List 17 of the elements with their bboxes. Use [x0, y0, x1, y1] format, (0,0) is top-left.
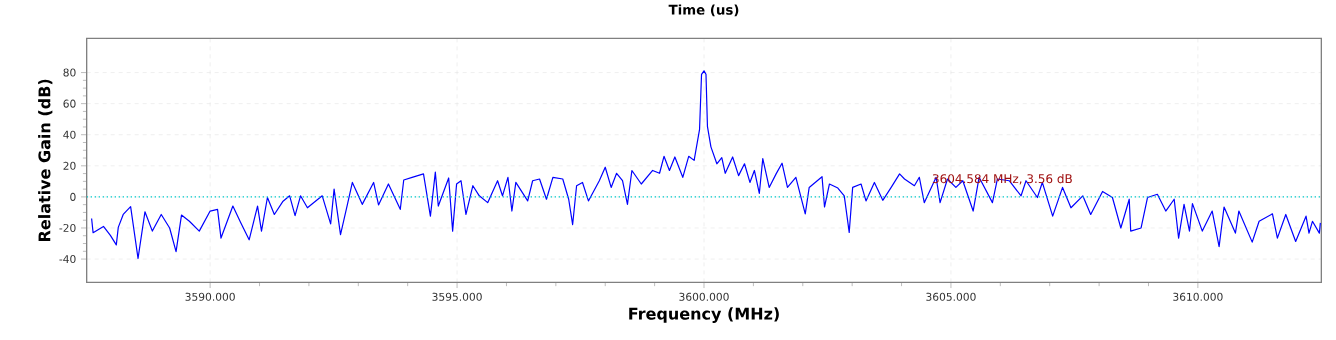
x-tick-label: 3600.000 — [679, 292, 729, 301]
y-tick-label: -40 — [59, 254, 76, 263]
line-series — [91, 70, 1321, 259]
y-axis-title: Relative Gain (dB) — [38, 79, 53, 241]
x-tick-label: 3590.000 — [185, 292, 235, 301]
y-tick-label: 60 — [63, 99, 76, 108]
annotation: 3604.584 MHz, 3.56 dB — [932, 173, 1072, 185]
y-tick-label: 0 — [70, 192, 76, 201]
x-tick-label: 3595.000 — [432, 292, 482, 301]
x-axis-title: Frequency (MHz) — [629, 307, 779, 323]
y-tick-label: -20 — [59, 223, 76, 232]
y-tick-label: 40 — [63, 130, 76, 139]
chart-title: Time (us) — [668, 4, 739, 17]
x-tick-label: 3610.000 — [1173, 292, 1223, 301]
x-tick-label: 3605.000 — [926, 292, 976, 301]
y-tick-label: 80 — [63, 68, 76, 77]
y-tick-label: 20 — [63, 161, 76, 170]
